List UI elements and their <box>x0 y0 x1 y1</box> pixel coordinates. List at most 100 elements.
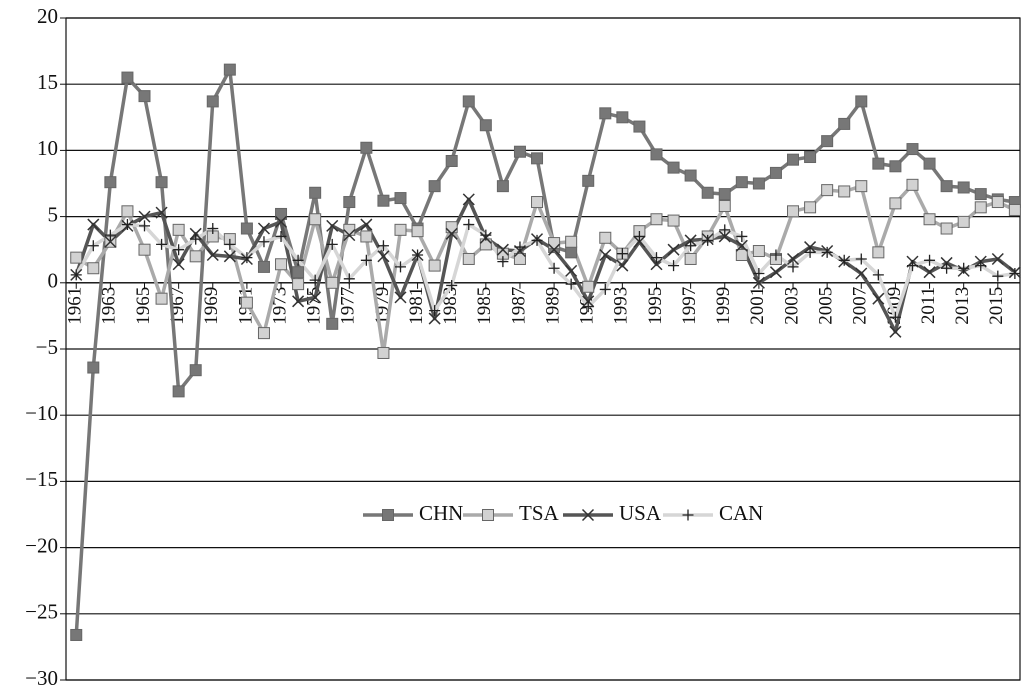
marker <box>189 250 202 263</box>
marker <box>343 273 355 285</box>
marker <box>718 188 731 201</box>
marker <box>770 249 782 261</box>
marker <box>326 238 338 250</box>
marker <box>513 252 526 265</box>
marker <box>682 509 694 521</box>
marker <box>428 312 441 325</box>
marker <box>786 252 800 265</box>
marker <box>292 254 304 266</box>
marker <box>275 230 287 242</box>
y-tick-label: −10 <box>25 401 58 425</box>
marker <box>548 262 560 274</box>
marker <box>497 256 509 268</box>
marker <box>599 248 612 262</box>
marker <box>428 180 441 193</box>
marker <box>565 278 577 290</box>
marker <box>394 261 406 273</box>
marker <box>650 213 663 226</box>
x-tick-label: 1997 <box>679 287 700 325</box>
marker <box>189 364 202 377</box>
marker <box>582 280 595 293</box>
series-line <box>74 67 1016 636</box>
marker <box>633 120 646 133</box>
marker <box>650 148 663 161</box>
marker <box>87 262 100 275</box>
x-tick-label: 2013 <box>952 287 973 325</box>
marker <box>326 219 339 232</box>
marker <box>974 188 987 201</box>
marker <box>940 222 953 235</box>
marker <box>104 176 117 189</box>
marker <box>787 261 799 273</box>
marker <box>667 243 680 256</box>
marker <box>343 223 356 236</box>
x-tick-label: 2011 <box>918 287 939 324</box>
marker <box>684 169 697 182</box>
x-tick-label: 1985 <box>474 287 495 325</box>
marker <box>565 235 578 248</box>
marker <box>667 161 680 174</box>
x-tick-label: 2001 <box>747 287 768 325</box>
marker <box>582 174 595 187</box>
marker <box>479 119 492 132</box>
x-tick-label: 1987 <box>508 287 529 325</box>
marker <box>496 180 509 193</box>
x-tick-label: 1969 <box>201 287 222 325</box>
marker <box>206 95 219 108</box>
x-tick-label: 2007 <box>850 287 871 325</box>
marker <box>719 224 731 236</box>
marker <box>258 236 270 248</box>
marker <box>121 219 133 231</box>
marker <box>121 71 134 84</box>
marker <box>155 206 168 219</box>
marker <box>190 233 202 245</box>
marker <box>70 269 82 281</box>
marker <box>514 241 526 253</box>
marker <box>548 237 561 250</box>
marker <box>309 186 322 199</box>
marker <box>275 207 288 220</box>
marker <box>156 238 168 250</box>
marker <box>821 246 833 258</box>
marker <box>445 154 458 167</box>
legend-label: TSA <box>519 501 560 525</box>
marker <box>855 267 868 280</box>
marker <box>855 95 868 108</box>
marker <box>429 305 441 317</box>
marker <box>872 292 885 305</box>
marker <box>957 181 970 194</box>
marker <box>206 248 219 262</box>
marker <box>599 107 612 120</box>
marker <box>991 252 1004 265</box>
legend-label: CAN <box>719 501 763 525</box>
marker <box>599 231 612 244</box>
marker <box>599 283 611 295</box>
marker <box>718 230 731 243</box>
marker <box>531 234 543 246</box>
x-tick-label: 1975 <box>304 287 325 325</box>
marker <box>241 252 253 264</box>
marker <box>787 205 800 218</box>
y-tick-label: −25 <box>25 600 58 624</box>
marker <box>565 246 578 259</box>
marker <box>275 258 288 271</box>
marker <box>172 223 185 236</box>
marker <box>138 90 151 103</box>
marker <box>924 254 936 266</box>
marker <box>343 196 356 209</box>
marker <box>257 260 270 273</box>
marker <box>138 210 151 223</box>
marker <box>223 63 236 76</box>
marker <box>906 178 919 191</box>
marker <box>394 192 407 205</box>
marker <box>718 200 731 213</box>
marker <box>445 221 458 234</box>
y-tick-label: −20 <box>25 533 58 557</box>
marker <box>838 185 851 198</box>
marker <box>752 276 765 289</box>
marker <box>923 266 936 279</box>
marker <box>940 180 953 193</box>
marker <box>173 244 185 256</box>
marker <box>412 249 424 261</box>
